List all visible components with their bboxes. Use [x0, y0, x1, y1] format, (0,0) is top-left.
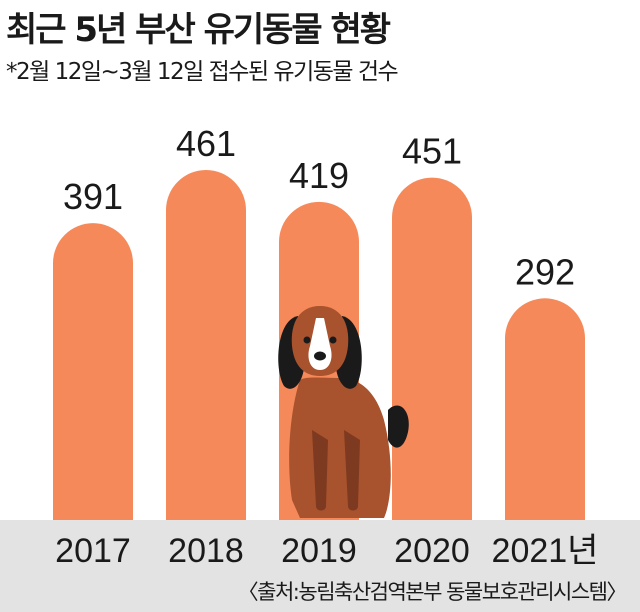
- value-label-2018: 461: [176, 123, 236, 164]
- dog-tail: [388, 405, 409, 448]
- chart-title: 최근 5년 부산 유기동물 현황: [6, 10, 391, 50]
- value-label-2017: 391: [63, 176, 123, 217]
- dog-leg-right: [344, 430, 360, 511]
- dog-leg-left: [312, 430, 328, 511]
- chart-subtitle: *2월 12일~3월 12일 접수된 유기동물 건수: [6, 59, 399, 85]
- source-note: 〈출처:농림축산검역본부 동물보호관리시스템〉: [237, 580, 628, 604]
- bar-2021년: [505, 298, 585, 520]
- category-label-2021년: 2021년: [492, 532, 599, 570]
- value-label-2021년: 292: [515, 251, 575, 292]
- ground-band: [0, 520, 640, 612]
- category-label-2017: 2017: [55, 532, 131, 570]
- dog-icon: [278, 306, 409, 518]
- bar-2017: [53, 223, 133, 520]
- bar-2020: [392, 177, 472, 520]
- dog-body: [289, 377, 391, 518]
- category-label-2020: 2020: [394, 532, 470, 570]
- dog-nose: [314, 351, 326, 361]
- category-label-2019: 2019: [281, 532, 357, 570]
- bar-2018: [166, 170, 246, 520]
- category-labels-group: 2017 2018 2019 2020 2021년: [55, 532, 598, 570]
- value-label-2020: 451: [402, 131, 462, 172]
- dog-eye-left: [303, 336, 311, 344]
- value-labels-group: 391 461 419 451 292: [63, 123, 575, 292]
- dog-eye-right: [329, 336, 337, 344]
- value-label-2019: 419: [289, 155, 349, 196]
- category-label-2018: 2018: [168, 532, 244, 570]
